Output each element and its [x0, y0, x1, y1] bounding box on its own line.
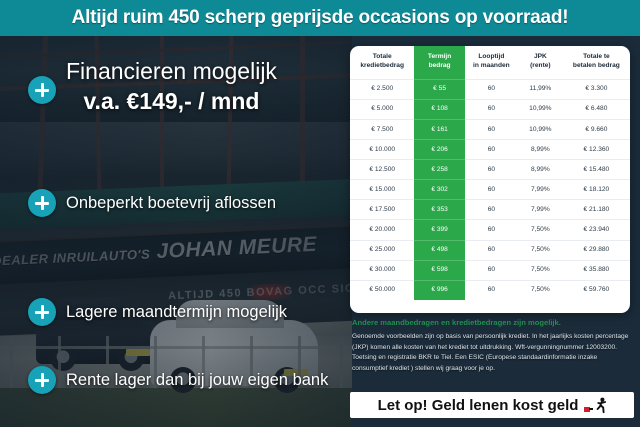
table-row: € 7.500 € 161 60 10,99% € 9.660 — [350, 118, 630, 140]
cell-months: 60 — [464, 219, 518, 241]
cell-months: 60 — [464, 159, 518, 180]
cell-jkp: 7,99% — [517, 179, 563, 200]
cell-total: € 3.300 — [562, 78, 630, 100]
cell-credit: € 17.500 — [350, 199, 415, 220]
col-header-months: Looptijd in maanden — [473, 53, 510, 69]
benefit-item-lower-installment: Lagere maandtermijn mogelijk — [28, 298, 348, 326]
photo-darkening-overlay — [0, 36, 352, 427]
cell-total: € 12.360 — [562, 139, 630, 160]
cell-months: 60 — [464, 179, 518, 200]
cell-term: € 302 — [414, 179, 465, 200]
table-row: € 15.000 € 302 60 7,99% € 18.120 — [350, 179, 630, 200]
plus-icon — [28, 189, 56, 217]
cell-total: € 35.880 — [562, 259, 630, 281]
table-row: € 5.000 € 108 60 10,99% € 6.480 — [350, 98, 630, 120]
cell-total: € 18.120 — [562, 179, 630, 200]
cell-total: € 9.660 — [562, 118, 630, 140]
cell-months: 60 — [464, 279, 518, 300]
disclaimer-block: Andere maandbedragen en kredietbedragen … — [352, 318, 634, 375]
cell-months: 60 — [464, 118, 518, 140]
cell-jkp: 7,50% — [517, 279, 563, 300]
cell-term: € 161 — [414, 118, 465, 140]
cell-credit: € 15.000 — [350, 179, 415, 200]
cell-months: 60 — [464, 78, 518, 100]
cell-total: € 59.760 — [562, 279, 630, 300]
benefit-item-repayment: Onbeperkt boetevrij aflossen — [28, 189, 348, 217]
table-row: € 12.500 € 258 60 8,99% € 15.480 — [350, 159, 630, 180]
cell-months: 60 — [464, 199, 518, 220]
benefit-item-lower-interest: Rente lager dan bij jouw eigen bank — [28, 366, 348, 394]
cell-total: € 29.880 — [562, 239, 630, 261]
cell-term: € 598 — [414, 259, 465, 281]
cell-term: € 498 — [414, 239, 465, 261]
cell-term: € 108 — [414, 98, 465, 120]
table-row: € 20.000 € 399 60 7,50% € 23.940 — [350, 219, 630, 241]
disclaimer-title: Andere maandbedragen en kredietbedragen … — [352, 318, 561, 327]
table-row: € 50.000 € 996 60 7,50% € 59.760 — [350, 279, 630, 300]
afm-warning-text: Let op! Geld lenen kost geld — [377, 396, 579, 414]
rate-table: Totale kredietbedrag Termijn bedrag Loop… — [350, 46, 630, 300]
benefit-financing-line1: Financieren mogelijk — [66, 58, 277, 84]
table-row: € 30.000 € 598 60 7,50% € 35.880 — [350, 259, 630, 281]
cell-term: € 353 — [414, 199, 465, 220]
cell-jkp: 8,99% — [517, 139, 563, 160]
cell-term: € 206 — [414, 139, 465, 160]
cell-months: 60 — [464, 98, 518, 120]
table-row: € 10.000 € 206 60 8,99% € 12.360 — [350, 139, 630, 160]
cell-jkp: 11,99% — [517, 78, 563, 100]
cell-months: 60 — [464, 259, 518, 281]
cell-jkp: 10,99% — [517, 118, 563, 140]
benefit-lower-interest-label: Rente lager dan bij jouw eigen bank — [66, 370, 329, 389]
plus-icon — [28, 298, 56, 326]
col-header-credit: Totale kredietbedrag — [360, 53, 404, 69]
cell-jkp: 7,99% — [517, 199, 563, 220]
benefit-lower-installment-label: Lagere maandtermijn mogelijk — [66, 302, 288, 321]
cell-credit: € 10.000 — [350, 139, 415, 160]
cell-term: € 399 — [414, 219, 465, 241]
cell-credit: € 25.000 — [350, 239, 415, 261]
cell-months: 60 — [464, 239, 518, 261]
cell-total: € 21.180 — [562, 199, 630, 220]
table-header-row: Totale kredietbedrag Termijn bedrag Loop… — [350, 46, 630, 80]
plus-icon — [28, 366, 56, 394]
cell-jkp: 10,99% — [517, 98, 563, 120]
cell-credit: € 50.000 — [350, 279, 415, 300]
plus-icon — [28, 76, 56, 104]
cell-total: € 23.940 — [562, 219, 630, 241]
cell-months: 60 — [464, 139, 518, 160]
col-header-installment: Termijn bedrag — [414, 46, 465, 80]
cell-term: € 996 — [414, 279, 465, 300]
cell-jkp: 8,99% — [517, 159, 563, 180]
afm-running-man-icon — [584, 397, 607, 414]
headline-banner: Altijd ruim 450 scherp geprijsde occasio… — [0, 0, 640, 36]
table-row: € 2.500 € 55 60 11,99% € 3.300 — [350, 78, 630, 100]
col-header-jkp: JPK (rente) — [530, 53, 551, 69]
cell-total: € 6.480 — [562, 98, 630, 120]
cell-credit: € 12.500 — [350, 159, 415, 180]
benefit-item-financing: Financieren mogelijk v.a. €149,- / mnd — [28, 58, 348, 115]
afm-warning-strip: Let op! Geld lenen kost geld — [350, 392, 634, 418]
cell-jkp: 7,50% — [517, 219, 563, 241]
cell-credit: € 5.000 — [350, 98, 415, 120]
cell-credit: € 20.000 — [350, 219, 415, 241]
table-row: € 17.500 € 353 60 7,99% € 21.180 — [350, 199, 630, 220]
cell-credit: € 7.500 — [350, 118, 415, 140]
benefits-list: Financieren mogelijk v.a. €149,- / mnd O… — [0, 36, 352, 427]
cell-term: € 55 — [414, 78, 465, 100]
col-header-total: Totale te betalen bedrag — [572, 53, 620, 69]
cell-total: € 15.480 — [562, 159, 630, 180]
cell-credit: € 2.500 — [350, 78, 415, 100]
table-row: € 25.000 € 498 60 7,50% € 29.880 — [350, 239, 630, 261]
cell-jkp: 7,50% — [517, 259, 563, 281]
benefit-financing-line2: v.a. €149,- / mnd — [83, 88, 260, 114]
cell-jkp: 7,50% — [517, 239, 563, 261]
disclaimer-body: Genoemde voorbeelden zijn op basis van p… — [352, 333, 629, 373]
rate-table-card: Totale kredietbedrag Termijn bedrag Loop… — [350, 46, 630, 313]
benefit-repayment-label: Onbeperkt boetevrij aflossen — [66, 193, 277, 212]
rate-table-body: € 2.500 € 55 60 11,99% € 3.300 € 5.000 € 108 60… — [350, 78, 630, 300]
headline-text: Altijd ruim 450 scherp geprijsde occasio… — [71, 7, 569, 28]
cell-term: € 258 — [414, 159, 465, 180]
cell-credit: € 30.000 — [350, 259, 415, 281]
